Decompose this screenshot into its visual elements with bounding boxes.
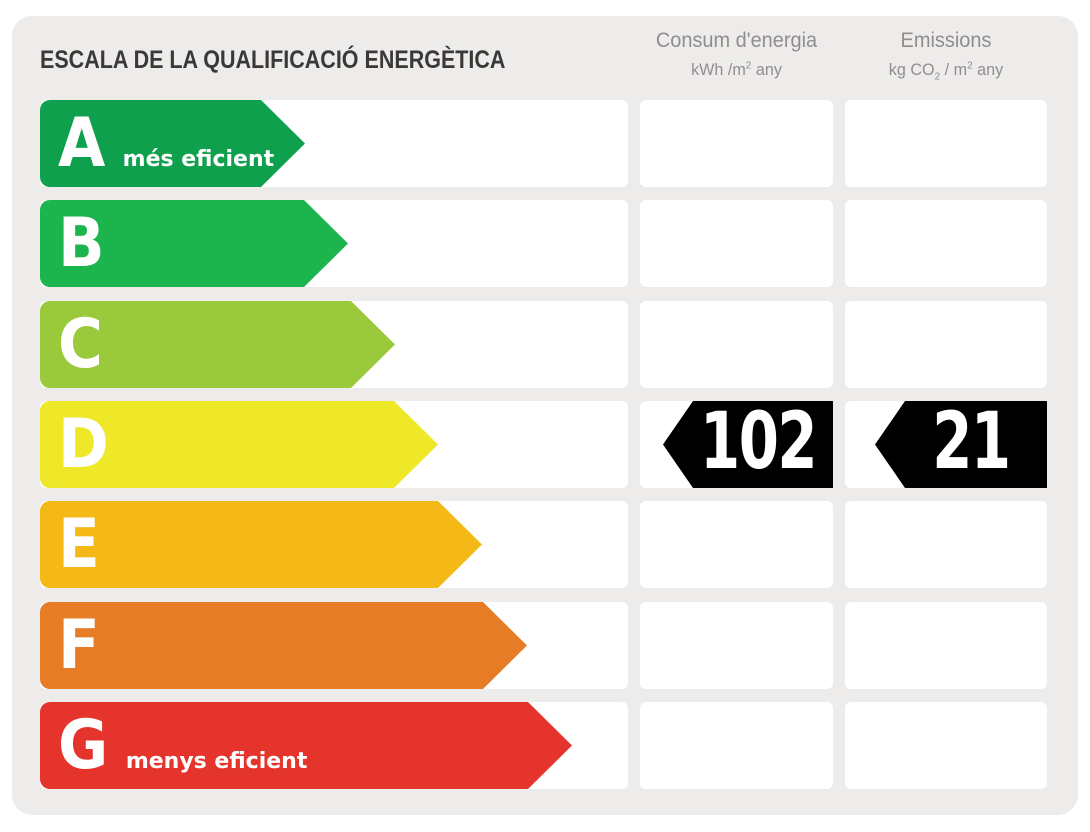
consum-cell-c xyxy=(640,301,833,388)
grade-bar-c: C xyxy=(40,301,395,388)
grade-bar-d: D xyxy=(40,401,438,488)
column-header-emissions: Emissions kg CO2 / m2 any xyxy=(845,28,1047,82)
grade-letter-a: A xyxy=(58,103,106,183)
scale-row-f: F xyxy=(0,602,1090,689)
grade-bar-b: B xyxy=(40,200,348,287)
grade-letter-f: F xyxy=(58,605,100,685)
grade-bar-content-c: C xyxy=(58,315,108,375)
emissions-cell-c xyxy=(845,301,1047,388)
emissions-unit-sub: 2 xyxy=(934,70,941,83)
grade-letter-e: E xyxy=(58,504,100,584)
consum-cell-g xyxy=(640,702,833,789)
emissions-unit-sup: 2 xyxy=(967,59,973,72)
emissions-value: 21 xyxy=(931,397,1011,487)
consum-value-badge: 102 xyxy=(663,401,833,488)
scale-row-b: B xyxy=(0,200,1090,287)
grade-bar-content-d: D xyxy=(58,415,114,475)
consum-cell-b xyxy=(640,200,833,287)
page-title: ESCALA DE LA QUALIFICACIÓ ENERGÈTICA xyxy=(40,46,506,74)
emissions-header-title: Emissions xyxy=(900,29,992,52)
consum-cell-e xyxy=(640,501,833,588)
grade-bar-f: F xyxy=(40,602,527,689)
grade-note-a: més eficient xyxy=(122,146,275,172)
grade-bar-content-b: B xyxy=(58,214,110,274)
emissions-header-unit: kg CO2 / m2 any xyxy=(850,58,1042,82)
grade-bar-e: E xyxy=(40,501,482,588)
emissions-cell-a xyxy=(845,100,1047,187)
emissions-cell-b xyxy=(845,200,1047,287)
grade-letter-d: D xyxy=(58,404,109,484)
emissions-unit-pre: kg CO xyxy=(888,60,935,79)
consum-cell-f xyxy=(640,602,833,689)
consum-value: 102 xyxy=(699,397,818,487)
grade-letter-c: C xyxy=(58,304,103,384)
grade-letter-b: B xyxy=(58,203,105,283)
emissions-cell-f xyxy=(845,602,1047,689)
column-header-consum: Consum d'energia kWh /m2 any xyxy=(640,28,833,82)
scale-row-c: C xyxy=(0,301,1090,388)
grade-letter-g: G xyxy=(58,705,109,785)
grade-note-g: menys eficient xyxy=(125,748,308,774)
consum-cell-a xyxy=(640,100,833,187)
scale-row-e: E xyxy=(0,501,1090,588)
emissions-cell-g xyxy=(845,702,1047,789)
consum-unit-pre: kWh /m xyxy=(691,60,746,79)
consum-unit-sup: 2 xyxy=(745,59,752,72)
consum-unit-post: any xyxy=(751,60,782,79)
emissions-unit-post: any xyxy=(972,60,1004,79)
consum-header-unit: kWh /m2 any xyxy=(645,58,828,82)
scale-row-d: D 102 21 xyxy=(0,401,1090,488)
consum-header-title: Consum d'energia xyxy=(655,29,818,52)
emissions-unit-mid: / m xyxy=(940,60,968,79)
emissions-value-badge: 21 xyxy=(875,401,1047,488)
emissions-cell-e xyxy=(845,501,1047,588)
grade-bar-content-e: E xyxy=(58,515,104,575)
grade-bar-content-f: F xyxy=(58,616,104,676)
